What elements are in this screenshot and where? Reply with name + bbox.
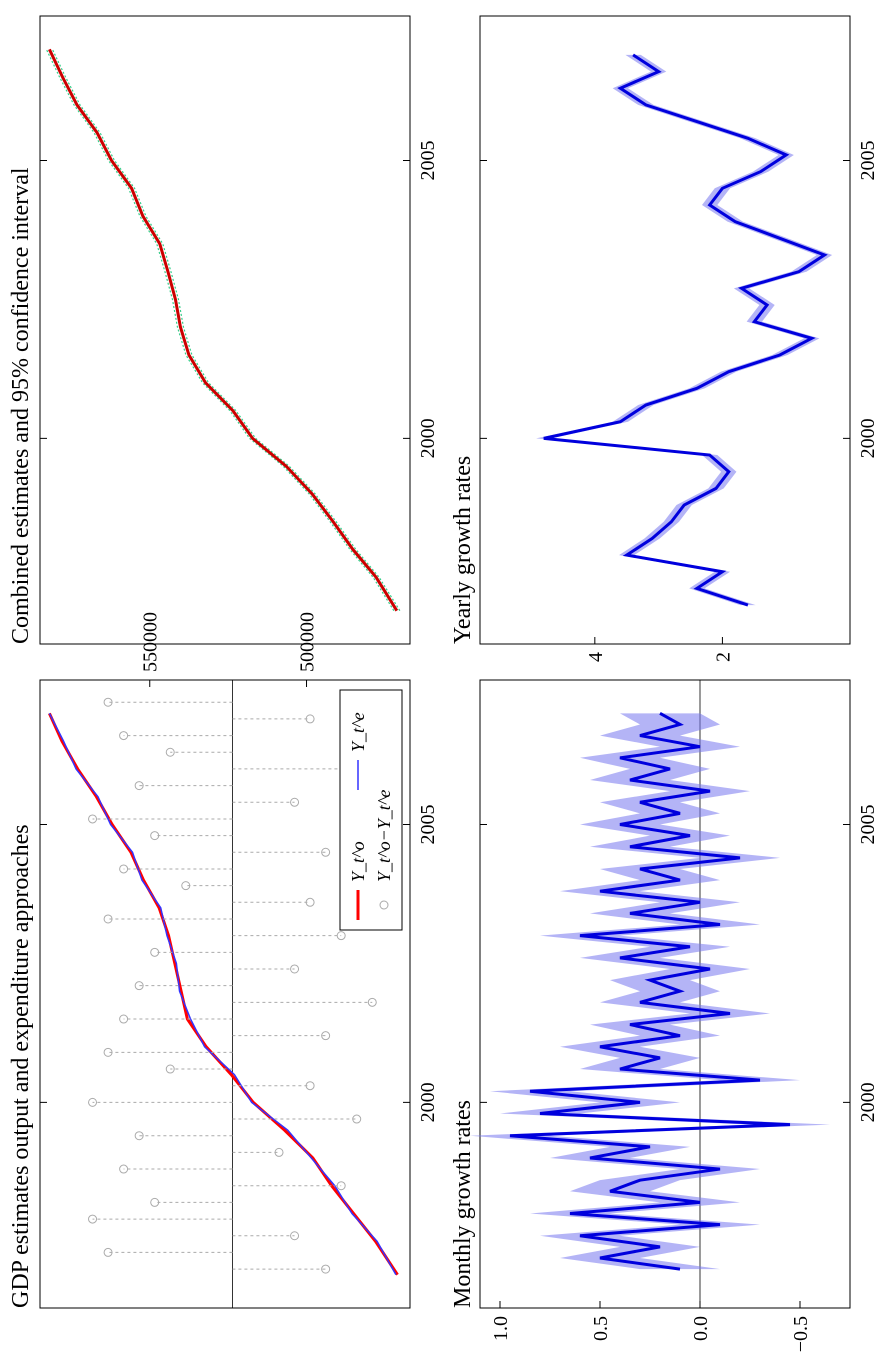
combined-line bbox=[48, 48, 399, 612]
gdp-panel: GDP estimates output and expenditure app… bbox=[8, 612, 439, 1309]
x-tick-label: 2000 bbox=[417, 418, 439, 458]
y-tick-label: 0.0 bbox=[690, 1316, 712, 1341]
difference-point bbox=[88, 1097, 98, 1107]
growth-line bbox=[543, 53, 828, 607]
legend-swatch-difference bbox=[379, 900, 389, 910]
difference-point bbox=[119, 1164, 129, 1174]
x-tick-label: 2005 bbox=[857, 140, 879, 180]
difference-point bbox=[119, 731, 129, 741]
difference-point bbox=[290, 964, 300, 974]
monthly-panel: Monthly growth rates 2000 2005 1.0 0.5 0.0 −0… bbox=[450, 679, 879, 1352]
difference-point bbox=[321, 847, 331, 857]
legend-box bbox=[339, 689, 403, 931]
x-tick-label: 2005 bbox=[417, 804, 439, 844]
difference-point bbox=[321, 1031, 331, 1041]
difference-point bbox=[336, 931, 346, 941]
difference-point bbox=[321, 1264, 331, 1274]
x-tick-label: 2000 bbox=[857, 418, 879, 458]
confidence-band bbox=[470, 713, 830, 1270]
difference-point bbox=[165, 1064, 175, 1074]
y-tick-label: 550000 bbox=[140, 612, 162, 672]
difference-point bbox=[119, 864, 129, 874]
difference-point bbox=[165, 747, 175, 757]
difference-point bbox=[134, 1131, 144, 1141]
y-tick-label: 500000 bbox=[297, 612, 319, 672]
x-tick-label: 2005 bbox=[857, 804, 879, 844]
difference-point bbox=[305, 1081, 315, 1091]
difference-point bbox=[305, 714, 315, 724]
yearly-panel-frame bbox=[479, 15, 851, 645]
difference-point bbox=[150, 947, 160, 957]
combined-panel-frame bbox=[39, 15, 411, 645]
x-tick-label: 2000 bbox=[417, 1082, 439, 1122]
combined-panel-title: Combined estimates and 95% confidence in… bbox=[8, 167, 34, 644]
difference-point bbox=[88, 814, 98, 824]
gdp-panel-frame bbox=[39, 679, 411, 1309]
y-tick-label: 1.0 bbox=[490, 1316, 512, 1341]
y-tick-label: 4 bbox=[585, 652, 607, 662]
difference-point bbox=[103, 697, 113, 707]
difference-point bbox=[274, 1147, 284, 1157]
y-tick-label: −0.5 bbox=[790, 1316, 812, 1352]
difference-point bbox=[305, 897, 315, 907]
difference-point bbox=[352, 1114, 362, 1124]
difference-point bbox=[134, 781, 144, 791]
difference-point bbox=[134, 981, 144, 991]
difference-point bbox=[103, 1247, 113, 1257]
combined-panel: Combined estimates and 95% confidence in… bbox=[8, 15, 439, 645]
expenditure-line bbox=[48, 713, 397, 1276]
yearly-panel: Yearly growth rates 2000 2005 4 2 bbox=[450, 15, 879, 662]
ci-upper-line bbox=[45, 49, 395, 611]
difference-point bbox=[103, 914, 113, 924]
legend-label-difference: Y_t^o−Y_t^e bbox=[374, 790, 394, 882]
monthly-panel-title: Monthly growth rates bbox=[450, 1100, 476, 1308]
gdp-panel-title: GDP estimates output and expenditure app… bbox=[8, 824, 34, 1308]
difference-point bbox=[181, 881, 191, 891]
difference-point bbox=[103, 1047, 113, 1057]
difference-point bbox=[290, 1231, 300, 1241]
monthly-panel-frame bbox=[479, 679, 851, 1309]
gdp-plot-area: 2000 2005 500000 550000 Y_t^o Y_t^o−Y_t^e Y_t^… bbox=[40, 612, 439, 1308]
yearly-plot-area: 2000 2005 4 2 bbox=[480, 53, 879, 662]
difference-point bbox=[150, 1197, 160, 1207]
y-tick-label: 2 bbox=[712, 652, 734, 662]
ci-lower-line bbox=[51, 49, 401, 611]
x-tick-label: 2005 bbox=[417, 140, 439, 180]
difference-point bbox=[88, 1214, 98, 1224]
y-tick-label: 0.5 bbox=[590, 1316, 612, 1341]
yearly-panel-title: Yearly growth rates bbox=[450, 456, 476, 644]
x-tick-label: 2000 bbox=[857, 1082, 879, 1122]
difference-point bbox=[150, 831, 160, 841]
monthly-plot-area: 2000 2005 1.0 0.5 0.0 −0.5 bbox=[470, 680, 879, 1352]
difference-point bbox=[367, 997, 377, 1007]
legend-label-expenditure: Y_t^e bbox=[348, 712, 368, 752]
difference-point bbox=[336, 1181, 346, 1191]
legend-label-observed: Y_t^o bbox=[348, 841, 368, 882]
difference-point bbox=[119, 1014, 129, 1024]
difference-point bbox=[290, 797, 300, 807]
combined-plot-area: 2000 2005 bbox=[40, 48, 439, 612]
growth-line bbox=[509, 712, 791, 1271]
